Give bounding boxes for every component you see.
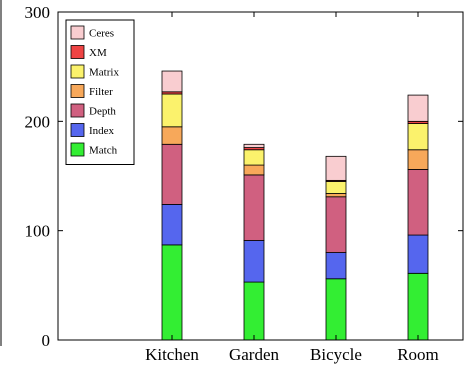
bar-kitchen-matrix — [161, 93, 183, 128]
x-tick-label-bicycle: Bicycle — [310, 345, 362, 364]
legend-label-xm: XM — [89, 47, 107, 59]
y-tick-label: 100 — [25, 222, 51, 241]
bars-group — [161, 70, 429, 341]
legend: Ceres XM Matrix Filter Depth Index Match — [65, 19, 135, 165]
bar-bicycle-depth — [325, 196, 347, 253]
bar-bicycle-match — [325, 278, 347, 341]
bar-bicycle-filter — [325, 193, 347, 198]
legend-label-ceres: Ceres — [89, 28, 114, 40]
legend-label-filter: Filter — [89, 86, 113, 98]
bar-room-match — [407, 272, 429, 341]
bar-garden-match — [243, 281, 265, 341]
bar-bicycle-ceres — [325, 155, 347, 181]
legend-label-match: Match — [89, 145, 118, 157]
bar-room-index — [407, 234, 429, 274]
legend-label-depth: Depth — [89, 106, 116, 118]
bar-garden-matrix — [243, 149, 265, 166]
bar-kitchen-ceres — [161, 70, 183, 93]
bar-kitchen-depth — [161, 143, 183, 205]
bar-bicycle-index — [325, 252, 347, 280]
legend-swatch-match — [70, 142, 85, 157]
bar-room-filter — [407, 149, 429, 170]
legend-swatch-filter — [70, 84, 85, 98]
bar-garden-filter — [243, 164, 265, 176]
legend-swatch-index — [70, 123, 85, 137]
bar-kitchen-filter — [161, 126, 183, 145]
bar-bicycle-matrix — [325, 181, 347, 194]
plot-frame — [57, 11, 464, 341]
bar-kitchen-match — [161, 244, 183, 341]
y-tick-label: 300 — [25, 3, 51, 22]
legend-label-index: Index — [89, 125, 115, 137]
legend-swatch-xm — [70, 45, 85, 59]
legend-swatch-depth — [70, 103, 85, 118]
bar-room-depth — [407, 169, 429, 236]
legend-swatch-ceres — [70, 25, 85, 40]
y-axis: 0 100 200 300 — [25, 3, 463, 350]
x-axis: Kitchen Garden Bicycle Room — [145, 12, 439, 364]
y-tick-label: 200 — [25, 112, 51, 131]
bar-garden-ceres — [243, 143, 265, 148]
legend-label-matrix: Matrix — [89, 67, 119, 79]
x-tick-label-room: Room — [397, 345, 439, 364]
x-tick-label-garden: Garden — [229, 345, 280, 364]
bar-garden-depth — [243, 174, 265, 241]
x-tick-label-kitchen: Kitchen — [145, 345, 199, 364]
legend-swatch-matrix — [70, 64, 85, 79]
bar-room-ceres — [407, 94, 429, 122]
bar-room-matrix — [407, 123, 429, 151]
bar-garden-index — [243, 240, 265, 283]
bar-kitchen-index — [161, 204, 183, 246]
y-tick-label: 0 — [42, 331, 51, 350]
